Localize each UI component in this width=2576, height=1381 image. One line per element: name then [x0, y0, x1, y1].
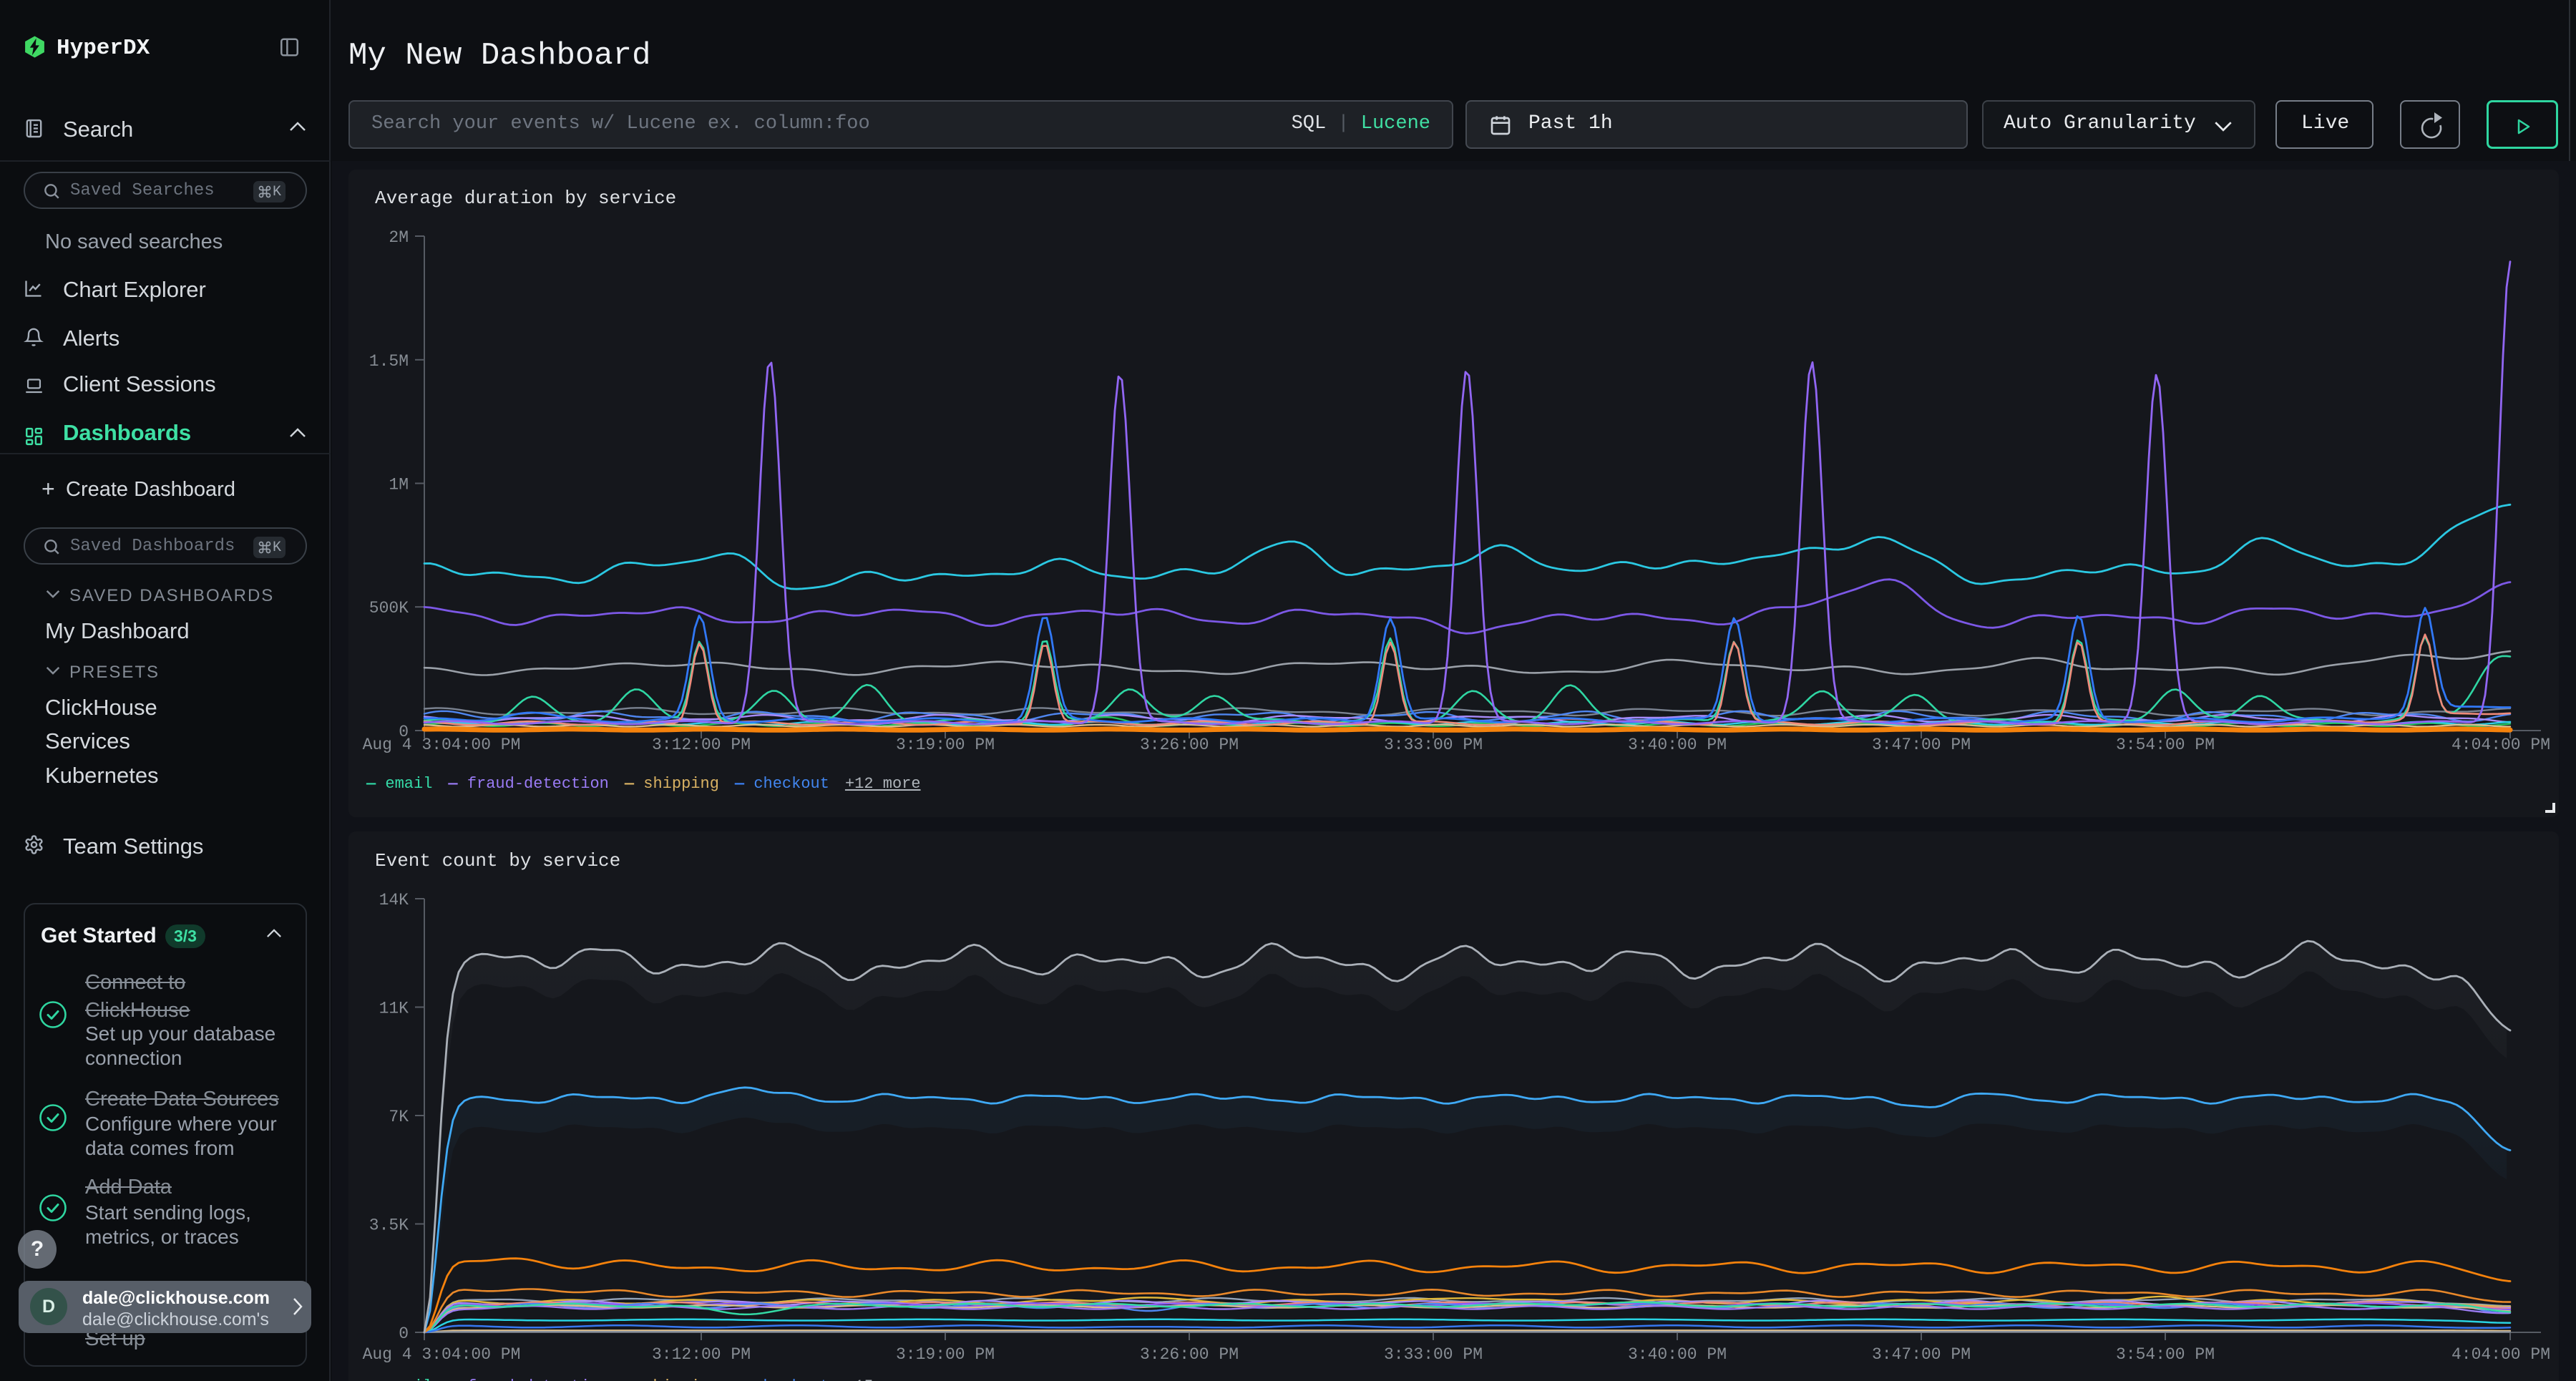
- svg-text:4:04:00 PM: 4:04:00 PM: [2451, 736, 2550, 754]
- svg-text:3:12:00 PM: 3:12:00 PM: [652, 736, 751, 754]
- svg-text:3:33:00 PM: 3:33:00 PM: [1384, 736, 1483, 754]
- svg-text:1.5M: 1.5M: [369, 352, 409, 371]
- svg-text:3:54:00 PM: 3:54:00 PM: [2116, 736, 2215, 754]
- svg-text:3.5K: 3.5K: [369, 1216, 409, 1235]
- svg-text:500K: 500K: [369, 599, 409, 618]
- svg-text:0: 0: [399, 1324, 409, 1343]
- svg-text:3:12:00 PM: 3:12:00 PM: [652, 1345, 751, 1364]
- svg-text:11K: 11K: [379, 1000, 409, 1018]
- svg-text:3:40:00 PM: 3:40:00 PM: [1628, 1345, 1727, 1364]
- svg-text:3:47:00 PM: 3:47:00 PM: [1872, 1345, 1971, 1364]
- svg-text:Aug 4 3:04:00 PM: Aug 4 3:04:00 PM: [363, 736, 521, 754]
- svg-text:3:47:00 PM: 3:47:00 PM: [1872, 736, 1971, 754]
- svg-text:3:54:00 PM: 3:54:00 PM: [2116, 1345, 2215, 1364]
- svg-text:3:19:00 PM: 3:19:00 PM: [896, 736, 995, 754]
- svg-text:3:26:00 PM: 3:26:00 PM: [1140, 1345, 1239, 1364]
- svg-text:0: 0: [399, 723, 409, 741]
- svg-text:1M: 1M: [389, 476, 409, 494]
- svg-text:7K: 7K: [389, 1108, 409, 1126]
- svg-text:3:19:00 PM: 3:19:00 PM: [896, 1345, 995, 1364]
- svg-text:3:40:00 PM: 3:40:00 PM: [1628, 736, 1727, 754]
- svg-text:Aug 4 3:04:00 PM: Aug 4 3:04:00 PM: [363, 1345, 521, 1364]
- svg-text:4:04:00 PM: 4:04:00 PM: [2451, 1345, 2550, 1364]
- svg-text:3:26:00 PM: 3:26:00 PM: [1140, 736, 1239, 754]
- svg-text:14K: 14K: [379, 891, 409, 909]
- svg-text:2M: 2M: [389, 228, 409, 247]
- svg-text:3:33:00 PM: 3:33:00 PM: [1384, 1345, 1483, 1364]
